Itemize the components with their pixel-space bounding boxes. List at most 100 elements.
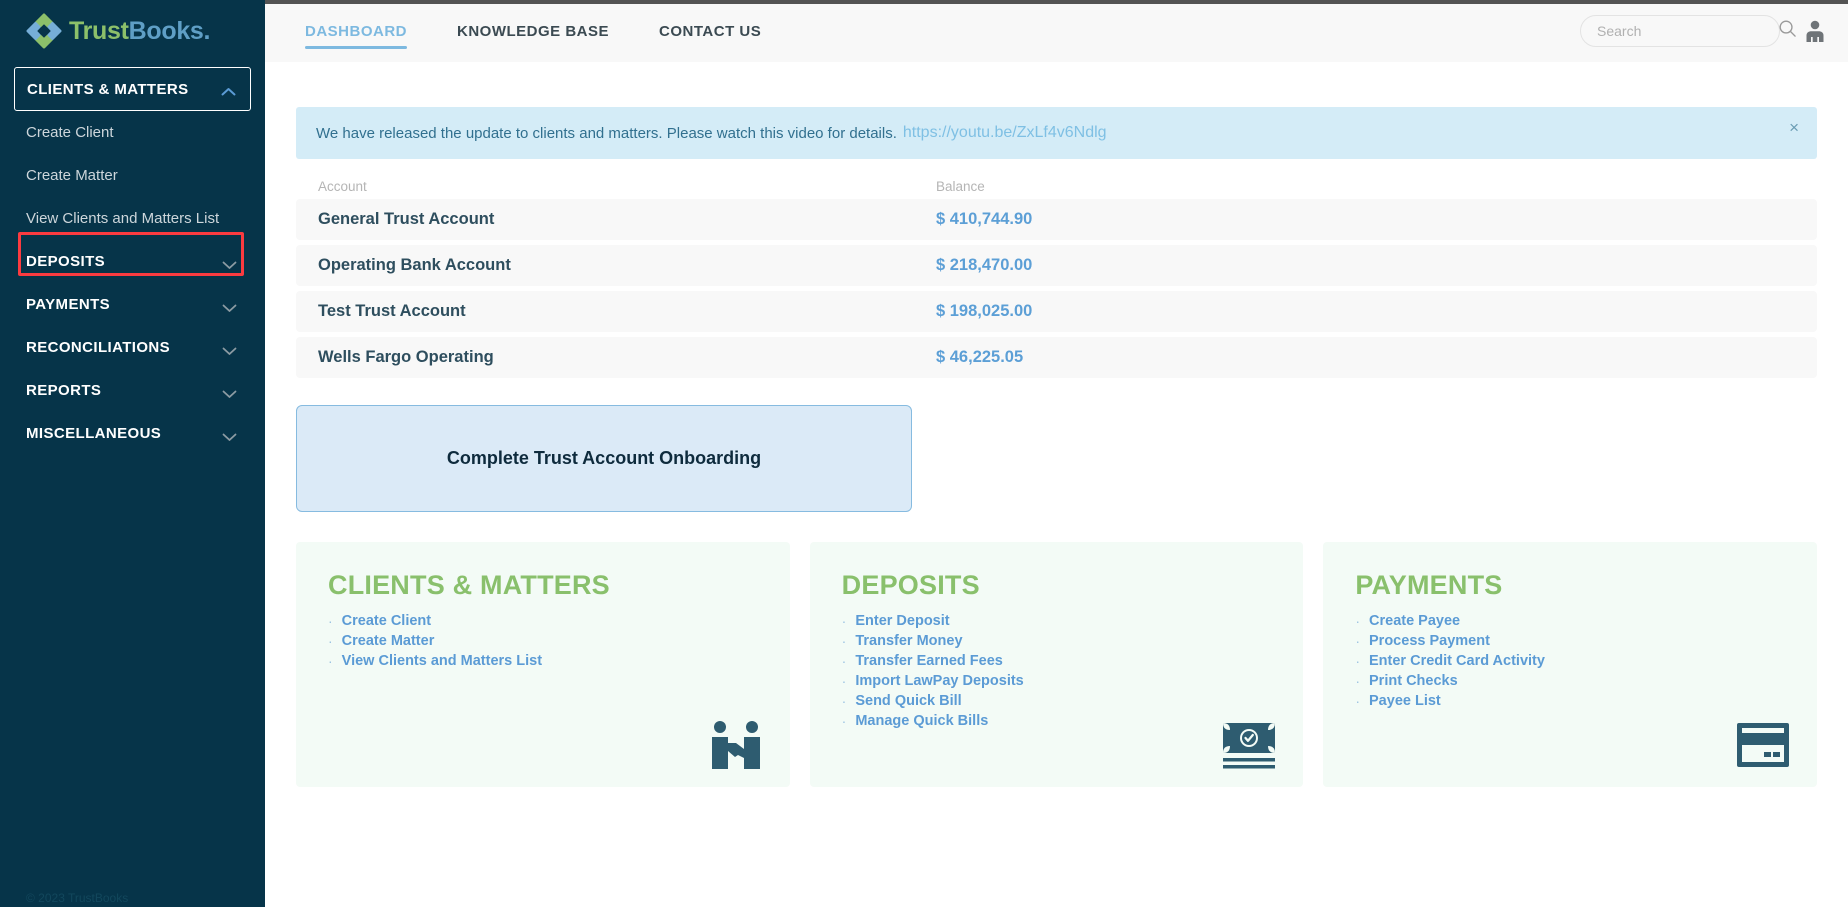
onboarding-label: Complete Trust Account Onboarding xyxy=(446,448,762,468)
list-item[interactable]: · Enter Credit Card Activity xyxy=(1355,653,1817,669)
card-link[interactable]: Create Client xyxy=(341,613,432,629)
card-link[interactable]: Manage Quick Bills xyxy=(855,713,989,729)
sidebar-item-create-client[interactable]: Create Client xyxy=(0,111,265,154)
card-link[interactable]: View Clients and Matters List xyxy=(341,653,543,669)
bullet-icon: · xyxy=(841,613,847,629)
sidebar-group-label: CLIENTS & MATTERS xyxy=(27,80,189,98)
chevron-down-icon xyxy=(222,429,237,441)
sidebar-group-label: REPORTS xyxy=(26,382,102,399)
card-link-list: · Create Client · Create Matter · View Clie… xyxy=(328,613,790,669)
top-navigation-bar: DASHBOARD KNOWLEDGE BASE CONTACT US xyxy=(265,0,1848,62)
column-header-account: Account xyxy=(318,178,367,194)
account-balance[interactable]: $ 218,470.00 xyxy=(936,256,1033,274)
list-item[interactable]: · Create Client xyxy=(328,613,790,629)
card-link[interactable]: Import LawPay Deposits xyxy=(855,673,1024,689)
card-title: DEPOSITS xyxy=(841,570,980,600)
complete-trust-account-onboarding-button[interactable]: Complete Trust Account Onboarding xyxy=(296,405,912,512)
card-payments: PAYMENTS · Create Payee · Process Payment … xyxy=(1323,542,1818,787)
bullet-icon: · xyxy=(328,613,333,629)
bullet-icon: · xyxy=(841,653,847,669)
list-item[interactable]: · Payee List xyxy=(1355,693,1817,709)
search-input[interactable] xyxy=(1597,23,1778,39)
chevron-up-icon xyxy=(221,84,236,96)
account-balance[interactable]: $ 46,225.05 xyxy=(936,348,1024,366)
sidebar-group-miscellaneous[interactable]: MISCELLANEOUS xyxy=(0,412,265,455)
list-item[interactable]: · Create Payee xyxy=(1355,613,1817,629)
list-item[interactable]: · Enter Deposit xyxy=(842,613,1304,629)
sidebar-item-label: Create Matter xyxy=(26,167,118,184)
account-name: Wells Fargo Operating xyxy=(318,348,494,366)
list-item[interactable]: · Send Quick Bill xyxy=(842,693,1304,709)
tab-dashboard[interactable]: DASHBOARD xyxy=(305,0,407,62)
account-balance[interactable]: $ 410,744.90 xyxy=(936,210,1033,228)
table-header-row: Account Balance xyxy=(296,173,1817,199)
card-link[interactable]: Create Payee xyxy=(1369,613,1461,629)
card-link[interactable]: Transfer Money xyxy=(855,633,963,649)
window-top-border xyxy=(265,0,1848,4)
bullet-icon: · xyxy=(841,673,847,689)
card-title: CLIENTS & MATTERS xyxy=(328,570,610,600)
table-row[interactable]: Wells Fargo Operating $ 46,225.05 xyxy=(296,337,1817,378)
bullet-icon: · xyxy=(841,633,847,649)
sidebar-group-clients-and-matters[interactable]: CLIENTS & MATTERS xyxy=(14,67,251,111)
card-link[interactable]: Enter Credit Card Activity xyxy=(1369,653,1545,669)
brand-logo[interactable]: TrustBooks. xyxy=(0,0,265,62)
list-item[interactable]: · Print Checks xyxy=(1355,673,1817,689)
card-link[interactable]: Process Payment xyxy=(1369,633,1490,649)
list-item[interactable]: · Manage Quick Bills xyxy=(842,713,1304,729)
card-link[interactable]: Payee List xyxy=(1369,693,1441,709)
card-link[interactable]: Create Matter xyxy=(341,633,435,649)
list-item[interactable]: · Transfer Money xyxy=(842,633,1304,649)
sidebar-group-reconciliations[interactable]: RECONCILIATIONS xyxy=(0,326,265,369)
credit-card-icon xyxy=(1735,717,1791,773)
column-header-balance: Balance xyxy=(936,178,985,194)
list-item[interactable]: · View Clients and Matters List xyxy=(328,653,790,669)
bullet-icon: · xyxy=(328,633,333,649)
account-balance[interactable]: $ 198,025.00 xyxy=(936,302,1033,320)
sidebar-item-create-matter[interactable]: Create Matter xyxy=(0,154,265,197)
sidebar-group-payments[interactable]: PAYMENTS xyxy=(0,283,265,326)
chevron-down-icon xyxy=(222,343,237,355)
banknote-check-icon xyxy=(1221,717,1277,773)
sidebar-group-reports[interactable]: REPORTS xyxy=(0,369,265,412)
bullet-icon: · xyxy=(841,693,847,709)
bullet-icon: · xyxy=(1355,613,1361,629)
sidebar-item-label: Create Client xyxy=(26,124,114,141)
quick-action-cards: CLIENTS & MATTERS · Create Client · Create… xyxy=(296,542,1818,787)
list-item[interactable]: · Import LawPay Deposits xyxy=(842,673,1304,689)
sidebar-copyright: © 2023 TrustBooks xyxy=(26,891,129,905)
card-link[interactable]: Enter Deposit xyxy=(855,613,950,629)
banner-message: We have released the update to clients a… xyxy=(316,124,897,142)
tab-knowledge-base[interactable]: KNOWLEDGE BASE xyxy=(457,0,609,62)
table-row[interactable]: Test Trust Account $ 198,025.00 xyxy=(296,291,1817,332)
search-box[interactable] xyxy=(1580,15,1796,47)
user-avatar-icon[interactable] xyxy=(1802,18,1828,44)
list-item[interactable]: · Create Matter xyxy=(328,633,790,649)
tab-label: KNOWLEDGE BASE xyxy=(457,22,610,40)
card-link[interactable]: Transfer Earned Fees xyxy=(855,653,1003,669)
card-deposits: DEPOSITS · Enter Deposit · Transfer Money … xyxy=(809,542,1304,787)
card-link[interactable]: Print Checks xyxy=(1369,673,1458,689)
list-item[interactable]: · Transfer Earned Fees xyxy=(842,653,1304,669)
sidebar-item-view-clients-and-matters-list[interactable]: View Clients and Matters List xyxy=(0,197,265,240)
sidebar-group-deposits[interactable]: DEPOSITS xyxy=(0,240,265,283)
tab-contact-us[interactable]: CONTACT US xyxy=(659,0,761,62)
main-area: DASHBOARD KNOWLEDGE BASE CONTACT US xyxy=(265,0,1848,907)
brand-name: TrustBooks. xyxy=(69,17,210,46)
table-row[interactable]: Operating Bank Account $ 218,470.00 xyxy=(296,245,1817,286)
banner-video-link[interactable]: https://youtu.be/ZxLf4v6Ndlg xyxy=(902,124,1107,141)
chevron-down-icon xyxy=(222,300,237,312)
sidebar-group-label: PAYMENTS xyxy=(26,296,111,313)
card-title: PAYMENTS xyxy=(1355,570,1503,600)
list-item[interactable]: · Process Payment xyxy=(1355,633,1817,649)
card-link[interactable]: Send Quick Bill xyxy=(855,693,962,709)
bullet-icon: · xyxy=(328,653,333,669)
account-name: General Trust Account xyxy=(318,210,495,228)
close-icon[interactable]: × xyxy=(1789,118,1799,137)
search-icon[interactable] xyxy=(1778,19,1797,43)
card-link-list: · Create Payee · Process Payment · Enter Cr… xyxy=(1355,613,1817,709)
primary-tabs: DASHBOARD KNOWLEDGE BASE CONTACT US xyxy=(265,0,811,62)
table-row[interactable]: General Trust Account $ 410,744.90 xyxy=(296,199,1817,240)
sidebar: TrustBooks. CLIENTS & MATTERS Create Cli… xyxy=(0,0,265,907)
